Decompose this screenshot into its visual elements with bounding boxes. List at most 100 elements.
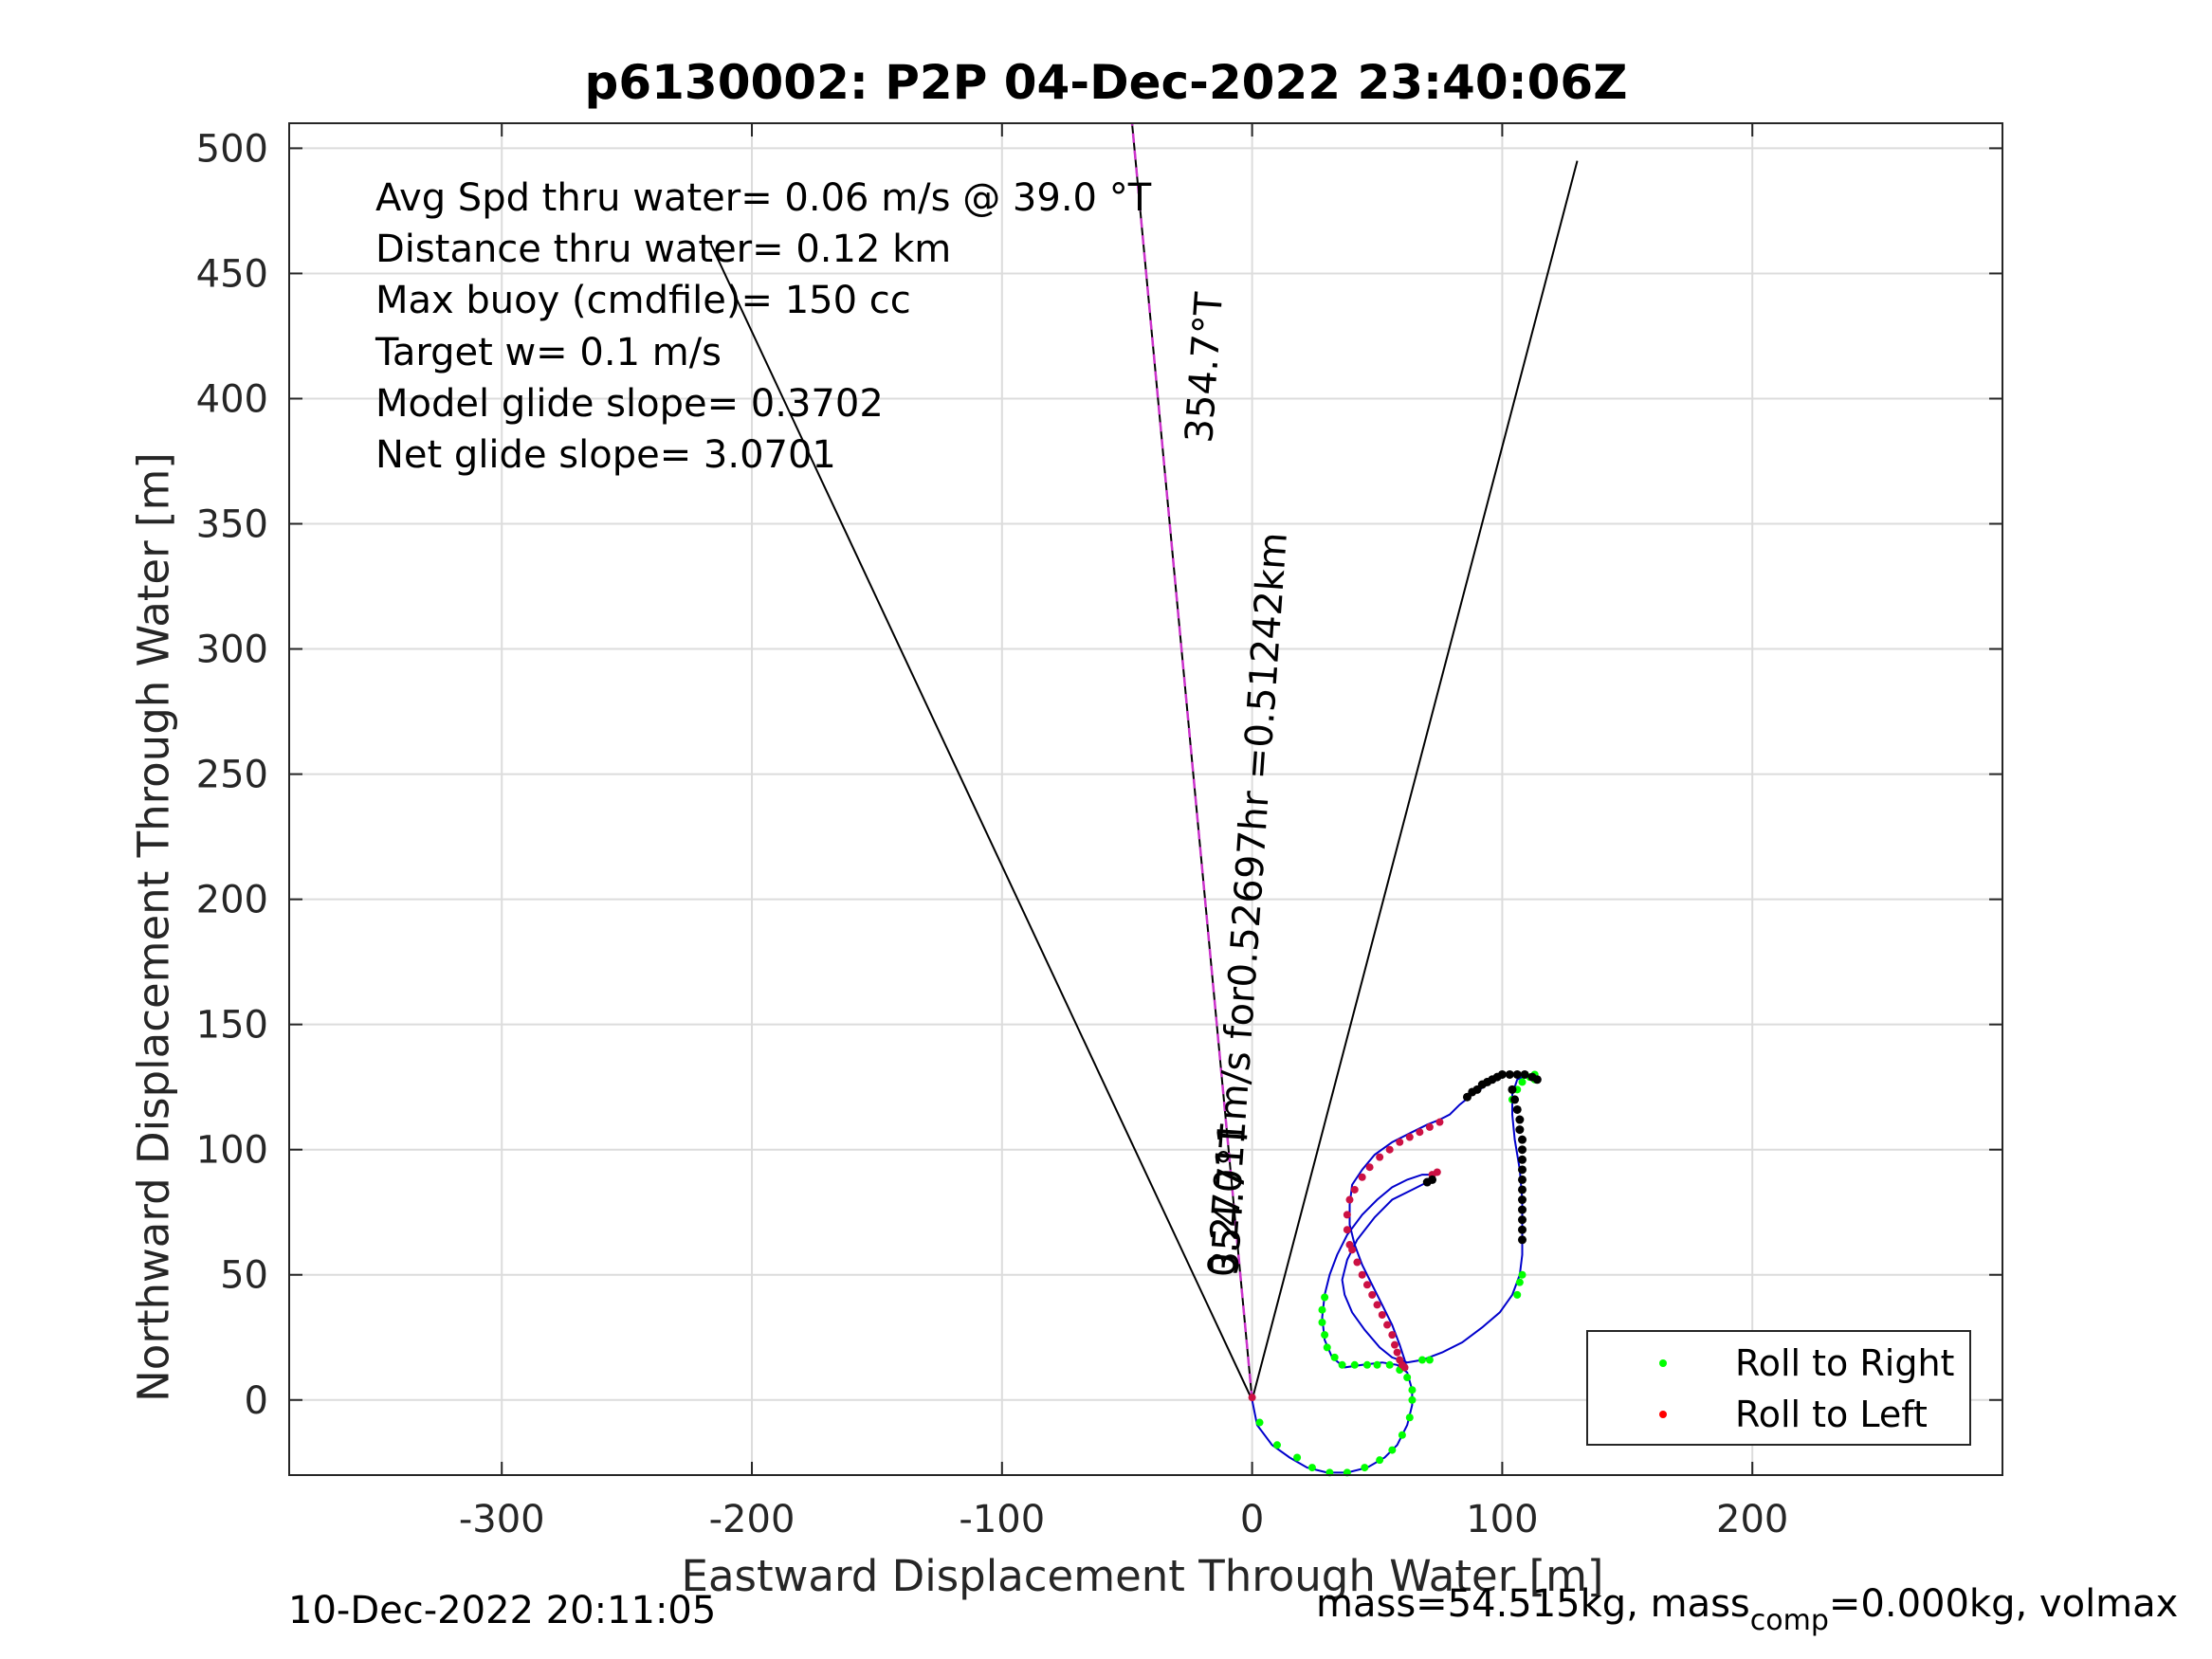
point-markers <box>1248 1069 1542 1477</box>
roll-right-point <box>1373 1360 1381 1369</box>
roll-left-point <box>1365 1163 1374 1172</box>
roll-right-point <box>1318 1318 1326 1326</box>
roll-left-point <box>1343 1211 1351 1219</box>
roll-right-point <box>1330 1353 1339 1361</box>
course-dashed <box>1130 122 1253 1400</box>
black-point <box>1515 1125 1525 1135</box>
x-tick-label: -300 <box>459 1498 545 1541</box>
roll-left-point <box>1378 1310 1386 1319</box>
roll-left-point <box>1396 1138 1404 1146</box>
info-line-model-glide: Model glide slope= 0.3702 <box>375 382 884 426</box>
legend-label: Roll to Right <box>1735 1342 1954 1384</box>
black-point <box>1510 1095 1520 1104</box>
roll-right-point <box>1361 1464 1369 1472</box>
track-line <box>1251 1073 1538 1474</box>
roll-right-point <box>1376 1456 1384 1465</box>
roll-left-point <box>1388 1331 1397 1340</box>
roll-right-point <box>1255 1418 1264 1427</box>
roll-right-point <box>1338 1360 1346 1369</box>
black-point <box>1518 1195 1527 1205</box>
black-point <box>1518 1155 1527 1164</box>
roll-left-point <box>1350 1185 1359 1194</box>
speed-distance-label: 0.27011m/s for0.52697hr =0.51242km <box>1200 531 1296 1279</box>
roll-left-point <box>1435 1118 1444 1126</box>
x-tick-label: -100 <box>959 1498 1045 1541</box>
roll-right-point <box>1293 1453 1302 1462</box>
legend: Roll to Right Roll to Left <box>1586 1330 1971 1446</box>
info-line-avg-speed: Avg Spd thru water= 0.06 m/s @ 39.0 °T <box>375 176 1152 220</box>
roll-right-point <box>1518 1078 1526 1086</box>
mass-suffix: =0.000kg, volmax <box>1828 1582 2179 1626</box>
axes-box <box>288 122 2003 1476</box>
roll-left-point <box>1405 1133 1414 1141</box>
black-point <box>1520 1069 1529 1079</box>
black-point <box>1505 1069 1514 1079</box>
y-tick-label: 50 <box>220 1254 268 1298</box>
roll-left-point <box>1383 1321 1392 1329</box>
black-point <box>1518 1165 1527 1175</box>
mass-prefix: mass=54.515kg, mass <box>1316 1582 1750 1626</box>
track-series <box>1251 1073 1538 1474</box>
info-line-net-glide: Net glide slope= 3.0701 <box>375 433 836 477</box>
black-point <box>1497 1069 1507 1079</box>
heading-label-lower: 354.7°T <box>1203 1122 1257 1276</box>
roll-left-point <box>1400 1363 1409 1372</box>
x-tick-label: 200 <box>1716 1498 1788 1541</box>
right-bound <box>1251 160 1579 1401</box>
roll-right-point <box>1408 1395 1417 1404</box>
roll-right-point <box>1318 1305 1326 1314</box>
legend-marker <box>1659 1359 1667 1367</box>
grid-lines <box>289 123 2002 1475</box>
legend-box <box>1586 1330 1971 1446</box>
roll-left-point <box>1373 1301 1381 1309</box>
y-tick-label: 100 <box>196 1129 268 1173</box>
y-tick-label: 350 <box>196 503 268 547</box>
roll-right-point <box>1518 1270 1526 1279</box>
roll-right-point <box>1388 1446 1397 1454</box>
roll-left-point <box>1358 1173 1366 1181</box>
heading-label-upper: 354.7°T <box>1178 290 1232 444</box>
legend-label: Roll to Left <box>1735 1394 1928 1435</box>
black-point <box>1422 1177 1432 1187</box>
y-axis-label: Northward Displacement Through Water [m] <box>128 452 179 1402</box>
roll-left-point <box>1376 1153 1384 1161</box>
roll-left-point <box>1368 1290 1377 1299</box>
roll-right-point <box>1513 1290 1522 1299</box>
roll-right-point <box>1385 1360 1394 1369</box>
black-point <box>1518 1235 1527 1245</box>
black-point <box>1518 1175 1527 1184</box>
roll-left-point <box>1393 1348 1401 1357</box>
footer-timestamp: 10-Dec-2022 20:11:05 <box>288 1589 717 1632</box>
y-tick-label: 150 <box>196 1004 268 1048</box>
y-tick-label: 450 <box>196 252 268 296</box>
roll-left-point <box>1248 1394 1256 1402</box>
info-line-distance: Distance thru water= 0.12 km <box>375 228 952 271</box>
roll-left-point <box>1345 1195 1354 1204</box>
x-tick-label: -200 <box>709 1498 795 1541</box>
black-point <box>1512 1069 1522 1079</box>
legend-marker <box>1659 1411 1667 1418</box>
y-tick-label: 0 <box>245 1379 268 1423</box>
roll-right-point <box>1321 1331 1329 1340</box>
roll-left-point <box>1385 1145 1394 1154</box>
black-point <box>1512 1104 1522 1114</box>
roll-right-point <box>1408 1386 1417 1395</box>
reference-lines <box>708 122 1579 1401</box>
info-line-target-w: Target w= 0.1 m/s <box>375 331 722 374</box>
roll-right-point <box>1362 1360 1371 1369</box>
tick-labels: -300 -200 -100 0 100 200 0 50 100 150 200 250 300 350… <box>196 127 1789 1541</box>
roll-left-point <box>1362 1281 1371 1289</box>
black-point <box>1508 1085 1517 1094</box>
chart-title: p6130002: P2P 04-Dec-2022 23:40:06Z <box>584 55 1628 110</box>
roll-right-point <box>1272 1441 1281 1449</box>
roll-left-point <box>1343 1226 1351 1234</box>
black-point <box>1518 1215 1527 1225</box>
roll-right-point <box>1425 1356 1434 1364</box>
roll-right-point <box>1398 1431 1406 1439</box>
x-tick-label: 100 <box>1466 1498 1538 1541</box>
roll-left-point <box>1353 1258 1362 1267</box>
roll-left-point <box>1358 1270 1366 1279</box>
x-axis-label: Eastward Displacement Through Water [m] <box>681 1551 1604 1601</box>
black-point <box>1518 1205 1527 1214</box>
